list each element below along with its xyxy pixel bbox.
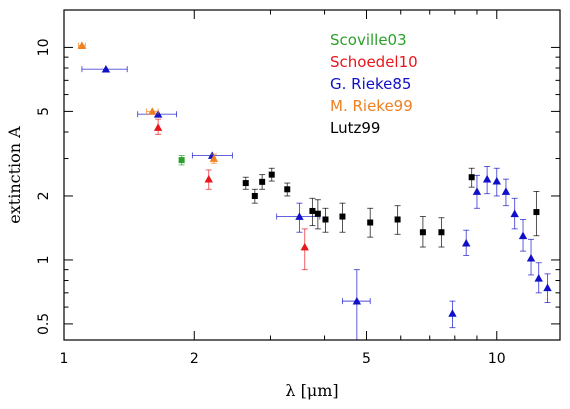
x-tick-label: 5 (362, 351, 371, 367)
data-point (101, 64, 111, 73)
data-point (295, 212, 304, 220)
series-schoedel10 (153, 118, 309, 271)
data-point (367, 219, 374, 226)
data-point (251, 192, 258, 199)
data-point (148, 107, 157, 115)
data-point (468, 174, 475, 181)
data-point (259, 178, 266, 185)
data-point (448, 309, 457, 317)
data-point (501, 187, 511, 195)
data-point (314, 210, 321, 217)
y-axis-title: extinction A (5, 126, 24, 224)
x-tick-label: 10 (488, 351, 506, 367)
data-point (178, 157, 185, 164)
data-point (204, 174, 213, 183)
data-point (322, 216, 329, 223)
data-point (534, 274, 543, 282)
plot-frame (63, 9, 561, 341)
data-point (153, 123, 163, 131)
ticks-layer: 1 2 5 10 0.5 1 2 5 10 (36, 10, 560, 367)
x-tick-label: 1 (60, 351, 69, 367)
data-point (209, 154, 219, 162)
x-axis-title: λ [μm] (285, 381, 338, 400)
data-point (543, 283, 552, 292)
legend-entry: M. Rieke99 (330, 97, 413, 115)
data-point (284, 186, 291, 193)
data-point (482, 174, 492, 183)
series-g-rieke85 (81, 64, 552, 341)
data-point (268, 171, 275, 178)
data-point (242, 180, 249, 187)
data-point (518, 231, 528, 240)
y-tick-label: 1 (36, 255, 52, 264)
legend-entry: Scoville03 (330, 31, 407, 49)
data-point (438, 229, 445, 236)
data-point (462, 238, 471, 247)
data-point (339, 213, 346, 220)
data-point (533, 209, 540, 216)
legend-entry: Lutz99 (330, 119, 380, 137)
legend-entry: Schoedel10 (330, 53, 418, 71)
series-scoville03 (178, 155, 185, 166)
data-point (77, 41, 87, 49)
legend: Scoville03 Schoedel10 G. Rieke85 M. Rieke99… (330, 31, 418, 137)
legend-entry: G. Rieke85 (330, 75, 411, 93)
data-point (419, 229, 426, 236)
data-point (526, 253, 536, 262)
y-tick-label: 0.5 (36, 313, 52, 335)
series-m-rieke99 (77, 41, 219, 164)
data-point (394, 216, 401, 223)
y-tick-label: 2 (36, 192, 52, 201)
y-tick-label: 10 (36, 39, 52, 57)
data-point (300, 242, 309, 251)
series-lutz99 (242, 167, 540, 248)
data-point (510, 209, 519, 218)
data-point (309, 207, 316, 214)
data-point (352, 296, 362, 305)
data-point (492, 176, 501, 185)
x-tick-label: 2 (190, 351, 199, 367)
data-layer (77, 41, 552, 341)
data-point (472, 187, 482, 195)
y-tick-label: 5 (36, 107, 52, 116)
